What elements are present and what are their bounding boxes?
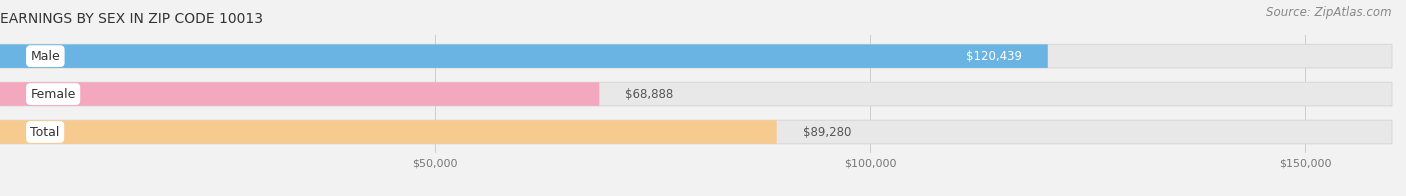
FancyBboxPatch shape (0, 44, 1047, 68)
FancyBboxPatch shape (0, 82, 599, 106)
Text: Male: Male (31, 50, 60, 63)
FancyBboxPatch shape (0, 120, 776, 144)
Text: $68,888: $68,888 (626, 88, 673, 101)
FancyBboxPatch shape (0, 82, 1392, 106)
Text: Source: ZipAtlas.com: Source: ZipAtlas.com (1267, 6, 1392, 19)
Text: $120,439: $120,439 (966, 50, 1022, 63)
Text: Female: Female (31, 88, 76, 101)
Text: EARNINGS BY SEX IN ZIP CODE 10013: EARNINGS BY SEX IN ZIP CODE 10013 (0, 12, 263, 26)
FancyBboxPatch shape (0, 120, 1392, 144)
Text: $89,280: $89,280 (803, 125, 851, 139)
FancyBboxPatch shape (0, 44, 1392, 68)
Text: Total: Total (31, 125, 60, 139)
